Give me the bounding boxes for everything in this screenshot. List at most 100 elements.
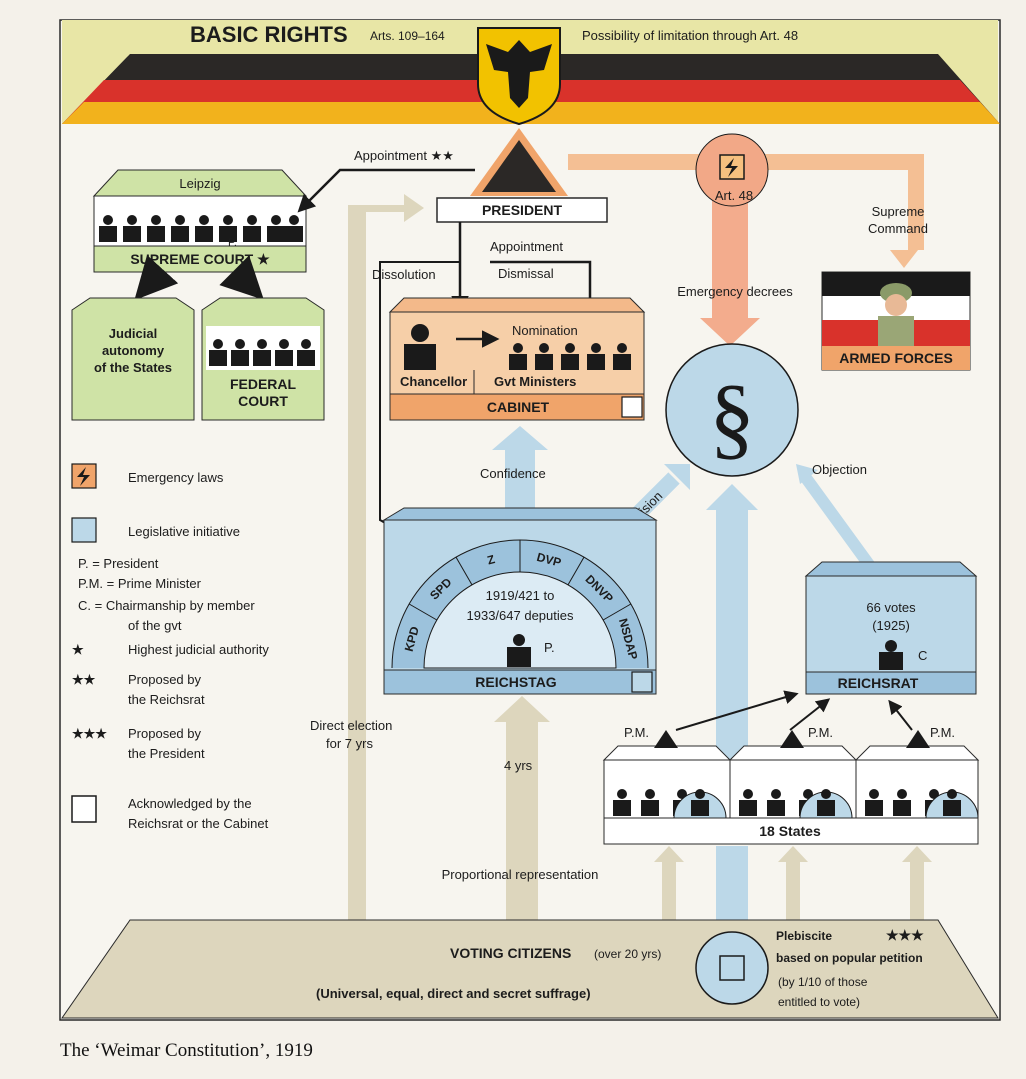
judge-figure bbox=[243, 215, 261, 242]
limitation-text: Possibility of limitation through Art. 4… bbox=[582, 28, 798, 43]
election-4yrs-arrow bbox=[494, 696, 550, 920]
judge-figure bbox=[297, 339, 315, 366]
judge-figure bbox=[209, 339, 227, 366]
direct-election-arrow bbox=[348, 194, 424, 920]
voting-citizens-node: Proportional representation VOTING CITIZ… bbox=[61, 867, 999, 1019]
judges-icon bbox=[99, 215, 303, 242]
judicial-autonomy-line2: autonomy bbox=[102, 343, 165, 358]
supreme-court-city: Leipzig bbox=[179, 176, 220, 191]
legend-text: Proposed by bbox=[128, 726, 201, 741]
pm-label-2: P.M. bbox=[808, 725, 833, 740]
pm-figure bbox=[817, 789, 835, 816]
plebiscite-line2: based on popular petition bbox=[776, 951, 923, 965]
judge-figure bbox=[147, 215, 165, 242]
legislative-initiative-icon bbox=[71, 517, 97, 543]
suffrage-label: (Universal, equal, direct and secret suf… bbox=[316, 986, 591, 1001]
cabinet-node: Nomination Chancellor Gvt Ministers CABI… bbox=[388, 297, 646, 421]
legend-text: P.M. = Prime Minister bbox=[78, 576, 202, 591]
judge-figure bbox=[267, 215, 285, 242]
minister-figure bbox=[535, 343, 553, 370]
reichstag-years: 4 yrs bbox=[504, 758, 533, 773]
basic-rights-articles: Arts. 109–164 bbox=[370, 29, 445, 43]
party-label: DVP bbox=[535, 550, 562, 570]
appointment-court-label: Appointment ★★ bbox=[354, 148, 454, 163]
president-node: PRESIDENT bbox=[436, 128, 608, 223]
judge-figure bbox=[253, 339, 271, 366]
legend: Emergency laws Legislative initiative P. =… bbox=[71, 463, 269, 831]
paragraph-icon: § bbox=[709, 366, 755, 468]
state-box bbox=[854, 730, 980, 819]
emergency-decrees-label: Emergency decrees bbox=[677, 284, 793, 299]
delegate-figure bbox=[613, 789, 631, 816]
federal-court-node: FEDERAL COURT bbox=[201, 297, 325, 421]
nomination-label: Nomination bbox=[512, 323, 578, 338]
states-to-law-arrow bbox=[706, 484, 758, 760]
armed-forces-node: ARMED FORCES bbox=[821, 271, 971, 371]
plebiscite-stars: ★★★ bbox=[886, 927, 924, 943]
plebiscite-line1: Plebiscite bbox=[776, 929, 832, 943]
chancellor-icon bbox=[404, 324, 436, 370]
dismissal-label: Dismissal bbox=[498, 266, 554, 281]
armed-forces-label: ARMED FORCES bbox=[839, 350, 953, 366]
appointment-court-arrow bbox=[297, 168, 475, 213]
judges-icon bbox=[209, 339, 315, 366]
legend-text: Reichsrat or the Cabinet bbox=[128, 816, 269, 831]
confidence-label: Confidence bbox=[480, 466, 546, 481]
judge-figure bbox=[285, 215, 303, 242]
citizens-to-states-arrows bbox=[654, 846, 932, 922]
delegate-figure bbox=[893, 789, 911, 816]
reichsrat-node: 66 votes (1925) C REICHSRAT bbox=[804, 561, 978, 695]
legend-text: Highest judicial authority bbox=[128, 642, 269, 657]
reichstag-label: REICHSTAG bbox=[475, 674, 557, 690]
judicial-autonomy-node: Judicial autonomy of the States bbox=[71, 297, 195, 421]
acknowledged-icon bbox=[621, 396, 643, 418]
basic-rights-title: BASIC RIGHTS bbox=[190, 22, 348, 47]
legend-text: P. = President bbox=[78, 556, 159, 571]
legend-text: Legislative initiative bbox=[128, 524, 240, 539]
reichsrat-label: REICHSRAT bbox=[838, 675, 919, 691]
chair-figure-icon bbox=[879, 640, 903, 670]
minister-figure bbox=[561, 343, 579, 370]
judge-figure bbox=[219, 215, 237, 242]
pm-label-3: P.M. bbox=[930, 725, 955, 740]
legislative-initiative-icon bbox=[719, 955, 745, 981]
art48-band: Art. 48 Supreme Command Emergency decree… bbox=[568, 133, 928, 346]
legend-symbol: ★★ bbox=[72, 672, 96, 687]
legend-text: Proposed by bbox=[128, 672, 201, 687]
chancellor-label: Chancellor bbox=[400, 374, 467, 389]
president-label: PRESIDENT bbox=[482, 202, 563, 218]
ministers-icon bbox=[509, 343, 631, 370]
states-node: 18 States P.M. P.M. P.M. bbox=[602, 690, 980, 845]
objection-label: Objection bbox=[812, 462, 867, 477]
federal-court-line2: COURT bbox=[238, 393, 288, 409]
delegate-figure bbox=[865, 789, 883, 816]
deputies-line1: 1919/421 to bbox=[486, 588, 555, 603]
legislative-initiative-icon bbox=[631, 671, 653, 693]
plebiscite-node: Plebiscite based on popular petition (by… bbox=[695, 927, 924, 1009]
supreme-court-label: SUPREME COURT ★ bbox=[130, 251, 270, 267]
pm-figure bbox=[943, 789, 961, 816]
judge-figure bbox=[195, 215, 213, 242]
delegate-figure bbox=[767, 789, 785, 816]
party-label: KPD bbox=[402, 625, 422, 653]
legend-text: the Reichsrat bbox=[128, 692, 205, 707]
voting-citizens-label: VOTING CITIZENS bbox=[450, 945, 571, 961]
legend-text: Acknowledged by the bbox=[128, 796, 252, 811]
plebiscite-line4: entitled to vote) bbox=[778, 995, 860, 1009]
reichstag-p: P. bbox=[544, 640, 555, 655]
judge-figure bbox=[123, 215, 141, 242]
legend-text: the President bbox=[128, 746, 205, 761]
reichsrat-c: C bbox=[918, 648, 927, 663]
judicial-autonomy-line1: Judicial bbox=[109, 326, 157, 341]
pm-label-1: P.M. bbox=[624, 725, 649, 740]
delegate-figure bbox=[641, 789, 659, 816]
judge-figure bbox=[171, 215, 189, 242]
legend-text: Emergency laws bbox=[128, 470, 224, 485]
deputies-line2: 1933/647 deputies bbox=[467, 608, 574, 623]
judge-figure bbox=[231, 339, 249, 366]
federal-court-line1: FEDERAL bbox=[230, 376, 297, 392]
legend-text: of the gvt bbox=[128, 618, 182, 633]
judge-figure bbox=[99, 215, 117, 242]
supreme-command-line2: Command bbox=[868, 221, 928, 236]
president-figure-icon bbox=[507, 634, 531, 667]
